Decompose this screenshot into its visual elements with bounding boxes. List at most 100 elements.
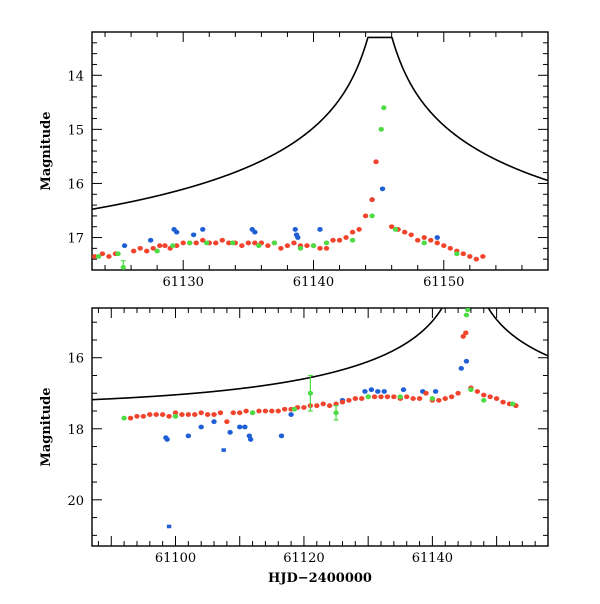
y-tick-label: 20 — [67, 494, 84, 509]
red-data-point — [349, 229, 356, 235]
y-tick-label: 14 — [67, 69, 84, 84]
blue-data-point — [432, 389, 439, 394]
red-data-point — [346, 397, 352, 403]
red-data-point — [256, 408, 262, 414]
red-data-point — [330, 237, 336, 243]
blue-data-point — [278, 433, 285, 439]
plot-frame — [91, 307, 549, 547]
plot-area — [92, 36, 548, 270]
red-data-point — [423, 390, 429, 396]
green-data-point — [481, 397, 487, 403]
blue-data-point — [237, 424, 243, 430]
x-tick-label: 61120 — [283, 551, 324, 566]
green-data-point — [170, 243, 176, 249]
blue-data-point — [147, 237, 154, 243]
green-data-point — [115, 251, 121, 257]
red-data-point — [352, 396, 359, 401]
green-data-point — [378, 126, 384, 132]
blue-data-point — [242, 424, 248, 430]
green-data-point — [187, 240, 193, 246]
red-data-point — [474, 389, 481, 394]
green-data-point — [297, 245, 304, 251]
red-data-point — [262, 408, 269, 414]
red-data-point — [213, 240, 219, 246]
green-data-point — [397, 394, 403, 400]
red-data-point — [172, 410, 179, 416]
red-data-point — [467, 254, 473, 259]
blue-data-point — [247, 437, 254, 442]
green-data-point — [509, 401, 516, 407]
red-data-point — [237, 410, 243, 416]
green-data-point — [365, 394, 371, 400]
blue-data-point — [121, 243, 128, 249]
red-data-point — [455, 390, 461, 396]
blue-data-point — [173, 229, 180, 235]
red-data-point — [144, 248, 150, 254]
red-data-point — [127, 415, 134, 421]
model-curve — [92, 36, 548, 211]
blue-data-point — [381, 389, 387, 394]
y-tick-label: 15 — [67, 123, 84, 138]
blue-data-point — [166, 524, 172, 529]
green-data-point — [454, 251, 460, 257]
red-data-point — [480, 254, 486, 259]
y-tick-label: 16 — [67, 352, 84, 367]
red-data-point — [373, 159, 379, 165]
red-data-point — [252, 240, 258, 246]
green-data-point — [381, 105, 387, 111]
red-data-point — [226, 240, 232, 246]
red-data-point — [481, 392, 487, 398]
green-data-point — [349, 237, 356, 243]
red-data-point — [434, 240, 440, 246]
red-data-point — [493, 396, 500, 401]
red-data-point — [140, 413, 147, 419]
blue-data-point — [379, 186, 386, 192]
red-data-point — [304, 243, 310, 249]
red-data-point — [265, 243, 271, 249]
model-curve — [92, 308, 548, 401]
green-data-point — [421, 240, 427, 246]
red-data-point — [428, 237, 434, 243]
green-data-point — [230, 240, 236, 246]
red-data-point — [275, 408, 281, 414]
red-data-point — [180, 240, 186, 246]
red-data-point — [99, 251, 106, 257]
red-data-point — [448, 394, 455, 400]
red-data-point — [134, 413, 140, 419]
green-data-point — [333, 410, 339, 416]
green-data-point — [271, 240, 278, 246]
red-data-point — [245, 240, 252, 246]
red-data-point — [416, 396, 423, 401]
red-data-point — [442, 396, 448, 401]
red-data-point — [224, 419, 230, 425]
red-data-point — [278, 245, 284, 251]
red-data-point — [447, 245, 453, 251]
x-axis-label: HJD−2400000 — [268, 571, 372, 586]
red-data-point — [369, 197, 375, 203]
green-data-point — [465, 308, 471, 313]
y-tick-label: 18 — [67, 423, 84, 438]
red-data-point — [281, 406, 288, 412]
green-data-point — [121, 415, 127, 421]
red-data-point — [193, 240, 199, 246]
blue-data-point — [458, 365, 464, 371]
bottom-panel: 61100 61120 61140 16 18 20 Magnitude HJD−240000… — [39, 307, 549, 586]
red-data-point — [230, 410, 236, 416]
blue-data-point — [221, 448, 226, 452]
x-tick-label: 61100 — [155, 551, 196, 566]
red-data-point — [326, 403, 333, 409]
green-data-point — [463, 312, 470, 318]
red-data-point — [408, 232, 414, 238]
blue-data-point — [434, 235, 440, 240]
green-data-point — [291, 406, 298, 412]
red-data-point — [343, 235, 349, 240]
red-data-point — [460, 334, 466, 339]
red-data-point — [179, 412, 185, 417]
red-data-point — [204, 412, 211, 417]
red-data-point — [378, 394, 384, 400]
red-data-point — [192, 412, 198, 417]
green-data-point — [323, 240, 330, 246]
red-data-point — [147, 412, 153, 417]
red-data-point — [401, 229, 408, 235]
